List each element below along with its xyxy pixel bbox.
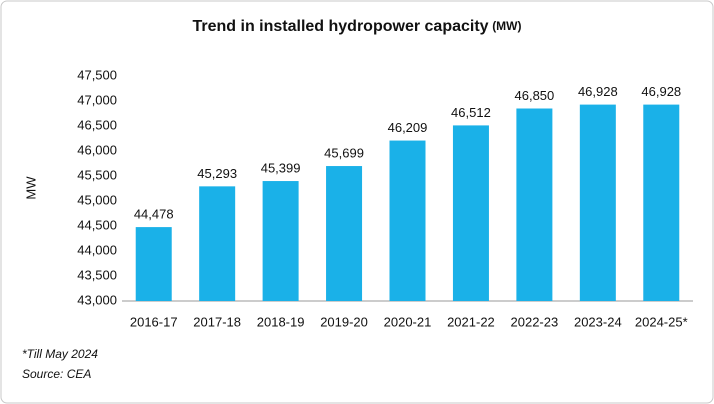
value-label: 46,850 xyxy=(515,88,555,103)
value-label: 45,293 xyxy=(197,166,237,181)
bar xyxy=(199,186,236,301)
bar xyxy=(262,181,299,301)
source-note: Source: CEA xyxy=(22,367,91,381)
footnote: *Till May 2024 xyxy=(22,347,98,361)
y-tick-label: 43,500 xyxy=(77,267,117,282)
x-tick-label: 2023-24 xyxy=(574,314,622,329)
x-tick-label: 2017-18 xyxy=(193,314,241,329)
chart-title: Trend in installed hydropower capacity (… xyxy=(192,18,521,35)
y-tick-label: 47,500 xyxy=(77,67,117,82)
x-tick-label: 2022-23 xyxy=(511,314,559,329)
x-tick-label: 2020-21 xyxy=(384,314,432,329)
y-tick-label: 43,000 xyxy=(77,292,117,307)
x-tick-label: 2018-19 xyxy=(257,314,305,329)
y-tick-label: 45,000 xyxy=(77,192,117,207)
x-tick-label: 2021-22 xyxy=(447,314,495,329)
y-tick-label: 45,500 xyxy=(77,167,117,182)
bar xyxy=(516,108,553,301)
y-tick-label: 46,000 xyxy=(77,142,117,157)
y-axis-label: MW xyxy=(23,176,38,200)
bar xyxy=(389,140,426,301)
value-label: 46,928 xyxy=(641,84,681,99)
y-tick-label: 46,500 xyxy=(77,117,117,132)
value-label: 46,512 xyxy=(451,105,491,120)
bar xyxy=(579,104,616,301)
x-tick-label: 2019-20 xyxy=(320,314,368,329)
bar xyxy=(135,227,172,301)
value-label: 46,209 xyxy=(388,120,428,135)
bar xyxy=(643,104,680,301)
value-label: 45,699 xyxy=(324,145,364,160)
bar xyxy=(326,166,363,301)
y-tick-label: 44,000 xyxy=(77,242,117,257)
bar xyxy=(452,125,489,302)
y-tick-label: 47,000 xyxy=(77,92,117,107)
value-label: 46,928 xyxy=(578,84,618,99)
x-tick-label: 2024-25* xyxy=(635,314,688,329)
value-label: 45,399 xyxy=(261,160,301,175)
value-label: 44,478 xyxy=(134,207,174,222)
title-unit: (MW) xyxy=(492,19,521,33)
x-tick-label: 2016-17 xyxy=(130,314,178,329)
y-tick-label: 44,500 xyxy=(77,217,117,232)
title-text: Trend in installed hydropower capacity xyxy=(192,18,488,35)
